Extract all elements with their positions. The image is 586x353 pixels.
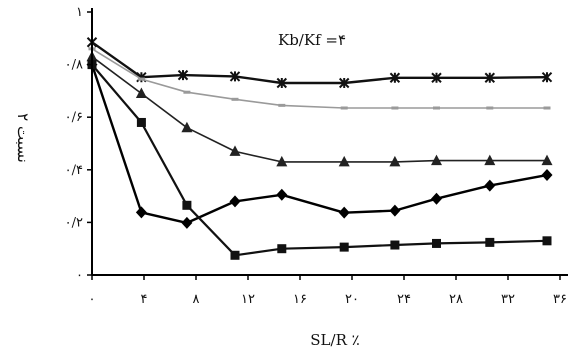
data-point xyxy=(182,200,192,210)
series-1 xyxy=(86,37,553,89)
series-line xyxy=(90,64,548,225)
data-point xyxy=(338,206,350,219)
data-point xyxy=(338,155,350,167)
series-line xyxy=(91,63,548,257)
data-point xyxy=(136,117,146,127)
x-tick-label: ۴ xyxy=(141,292,148,307)
data-point xyxy=(486,106,494,110)
data-point xyxy=(276,155,288,167)
x-tick-label: ۰ xyxy=(89,292,96,307)
data-point xyxy=(390,240,400,250)
data-point xyxy=(229,71,241,82)
y-tick-label: ۰ xyxy=(76,268,83,283)
data-point xyxy=(339,242,349,252)
x-tick-label: ۸ xyxy=(193,292,200,307)
data-point xyxy=(278,103,286,107)
series-layer xyxy=(86,37,553,260)
data-point xyxy=(389,204,401,217)
data-point xyxy=(431,72,442,83)
y-tick-label: ۰/۴ xyxy=(65,163,83,178)
data-point xyxy=(277,244,287,254)
data-point xyxy=(542,236,552,246)
data-point xyxy=(543,106,551,110)
data-point xyxy=(229,195,241,208)
data-point xyxy=(276,77,288,89)
series-4 xyxy=(86,58,553,229)
data-point xyxy=(484,179,496,192)
data-point xyxy=(177,69,189,81)
data-point xyxy=(276,188,288,201)
x-axis-title: SL/R ٪ xyxy=(310,331,359,349)
data-point xyxy=(431,154,442,166)
data-point xyxy=(181,121,193,133)
data-point xyxy=(230,250,240,260)
data-point xyxy=(391,106,399,110)
data-point xyxy=(137,77,145,81)
chart-annotation: Kb/Kf =۴ xyxy=(278,31,346,49)
x-tick-label: ۳۲ xyxy=(501,292,515,307)
data-point xyxy=(389,72,401,83)
data-point xyxy=(431,192,442,205)
y-tick-label: ۰/۶ xyxy=(65,110,83,125)
data-point xyxy=(338,77,350,89)
data-point xyxy=(485,237,495,247)
data-point xyxy=(432,238,441,248)
series-line xyxy=(91,41,548,85)
series-line xyxy=(91,56,547,163)
data-point xyxy=(433,106,440,110)
data-point xyxy=(541,72,553,83)
data-point xyxy=(135,206,147,219)
tick-labels: ۰ ۰/۲ ۰/۴ ۰/۶ ۰/۸ ۱ ۰ ۴ ۸ ۱۲ ۱۶ ۲۰ ۲۴ ۲۸ ۳۲ ۳۶ xyxy=(65,5,567,307)
series-line xyxy=(91,48,547,109)
data-point xyxy=(135,87,147,99)
y-axis-title: نسبت ۲ xyxy=(14,113,32,163)
x-tick-label: ۲۴ xyxy=(397,292,411,307)
data-point xyxy=(181,216,193,229)
x-tick-label: ۱۶ xyxy=(293,292,307,307)
data-point xyxy=(484,72,496,83)
y-tick-label: ۰/۲ xyxy=(65,215,83,230)
data-point xyxy=(183,90,191,94)
data-point xyxy=(231,97,239,101)
axes xyxy=(91,8,568,276)
data-point xyxy=(229,145,241,156)
series-3 xyxy=(86,50,553,167)
x-tick-label: ۳۶ xyxy=(553,292,567,307)
data-point xyxy=(484,154,496,166)
data-point xyxy=(541,169,553,182)
x-tick-label: ۲۸ xyxy=(449,292,463,307)
data-point xyxy=(389,155,401,167)
y-tick-label: ۱ xyxy=(76,5,83,20)
x-tick-label: ۲۰ xyxy=(345,292,359,307)
data-point xyxy=(541,154,553,166)
y-tick-label: ۰/۸ xyxy=(65,58,83,73)
data-point xyxy=(340,106,348,110)
x-tick-label: ۱۲ xyxy=(241,292,255,307)
